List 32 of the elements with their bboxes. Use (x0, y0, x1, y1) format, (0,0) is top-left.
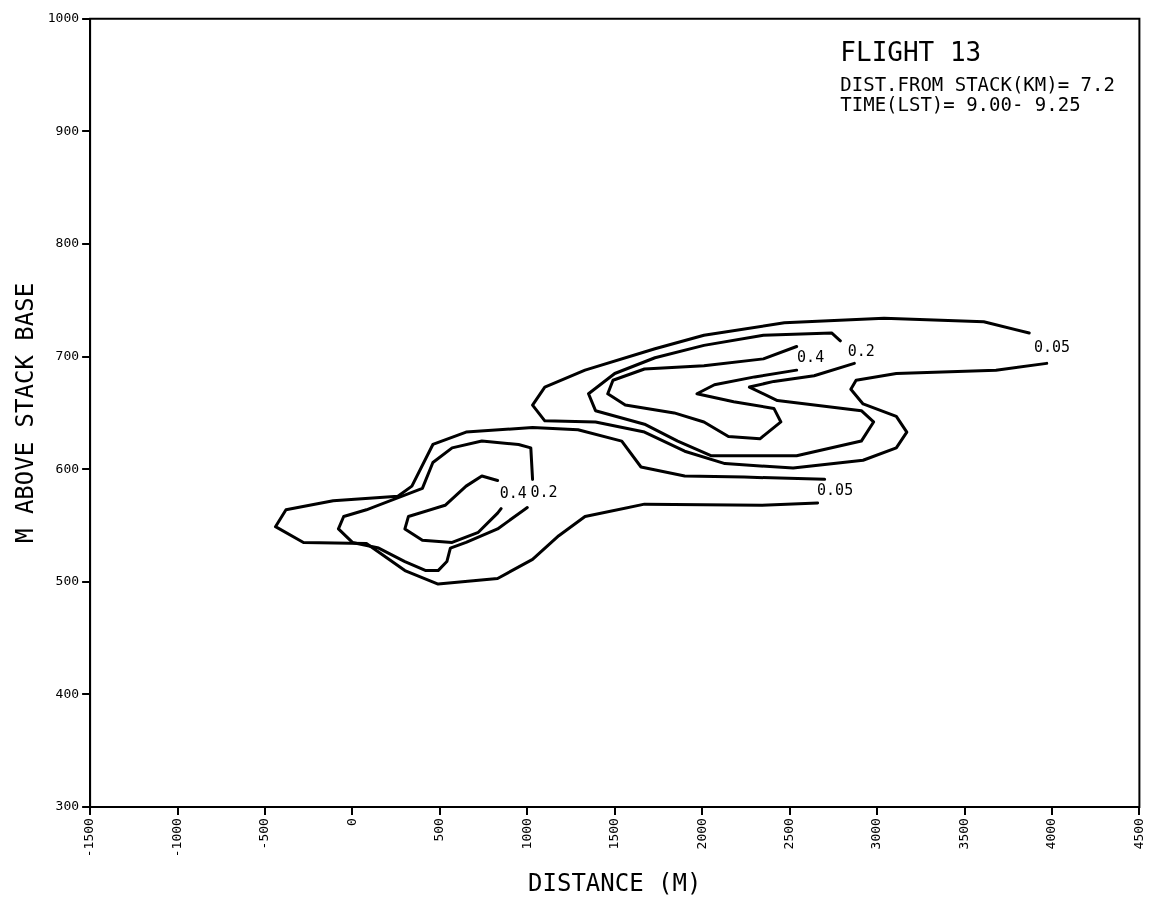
annotation: DIST.FROM STACK(KM)= 7.2 (840, 73, 1115, 96)
x-tick-label: 4000 (1043, 818, 1059, 850)
x-tick-label: -500 (256, 818, 272, 850)
series-label: 0.2 (847, 342, 875, 361)
x-tick-label: 500 (431, 818, 447, 842)
series-label: 0.05 (1033, 338, 1071, 357)
x-tick-label: 0 (343, 818, 359, 826)
y-tick-label: 1000 (47, 10, 80, 26)
series-label: 0.05 (817, 481, 854, 500)
y-tick-label: 800 (55, 235, 80, 251)
series-label: 0.2 (530, 483, 558, 502)
x-tick-label: -1000 (168, 818, 184, 858)
y-tick-label: 400 (55, 685, 80, 701)
x-tick-label: -1500 (81, 818, 97, 858)
y-tick-label: 500 (55, 573, 80, 589)
x-tick-label: 2000 (693, 818, 709, 850)
y-tick-label: 300 (55, 798, 80, 814)
text: FLIGHT 13 (840, 36, 982, 67)
y-tick-label: 600 (55, 460, 80, 476)
x-tick-label: 4500 (1130, 818, 1146, 850)
x-tick-label: 2500 (781, 818, 797, 850)
x-tick-label: 1000 (518, 818, 534, 850)
y-tick-label: 700 (55, 348, 80, 363)
y-tick-label: 900 (55, 122, 80, 138)
x-tick-label: 3000 (868, 818, 884, 850)
y-axis-title: M ABOVE STACK BASE (10, 282, 39, 543)
x-tick-label: 3500 (955, 818, 971, 850)
x-tick-label: 1500 (606, 818, 622, 850)
series-label: 0.4 (499, 484, 527, 503)
series-label: 0.4 (797, 348, 825, 367)
annotation: TIME(LST)= 9.00- 9.25 (840, 93, 1081, 116)
x-axis-title: DISTANCE (M) (528, 868, 702, 897)
